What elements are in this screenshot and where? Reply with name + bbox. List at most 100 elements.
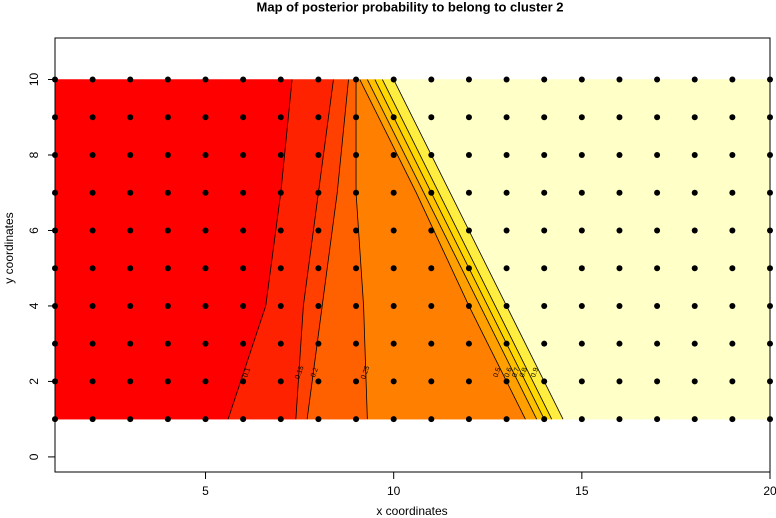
grid-point [277, 76, 284, 83]
grid-point [240, 189, 247, 196]
grid-point [541, 416, 548, 423]
contour-label: 0.7 [511, 367, 521, 379]
grid-point [89, 114, 96, 121]
contour-line [374, 79, 545, 420]
grid-point [164, 378, 171, 385]
grid-point [164, 114, 171, 121]
grid-point [503, 76, 510, 83]
grid-point [390, 378, 397, 385]
grid-point [578, 151, 585, 158]
x-axis-label: x coordinates [376, 504, 447, 518]
grid-point [428, 189, 435, 196]
grid-point [127, 416, 134, 423]
contour-label: 0.15 [294, 365, 305, 380]
grid-point [465, 151, 472, 158]
grid-point [654, 302, 661, 309]
grid-point [541, 265, 548, 272]
contour-label: 0.8 [519, 367, 529, 379]
grid-point [428, 76, 435, 83]
grid-point [127, 227, 134, 234]
grid-point [89, 302, 96, 309]
grid-point [202, 302, 209, 309]
grid-point [240, 378, 247, 385]
grid-point [127, 378, 134, 385]
contour-label: 0.5 [493, 367, 503, 379]
grid-point [428, 416, 435, 423]
contour-line [359, 79, 526, 420]
x-tick-label: 5 [202, 484, 209, 498]
grid-point [616, 416, 623, 423]
grid-point [654, 340, 661, 347]
grid-point [277, 302, 284, 309]
grid-point [465, 265, 472, 272]
grid-point [240, 340, 247, 347]
contour-label: 0.6 [504, 367, 514, 379]
grid-point [202, 416, 209, 423]
grid-point [353, 76, 360, 83]
grid-point [164, 416, 171, 423]
grid-point [578, 227, 585, 234]
x-tick-label: 10 [387, 484, 401, 498]
grid-point [654, 378, 661, 385]
y-tick-label: 0 [27, 453, 41, 460]
contour-line [366, 79, 538, 420]
grid-point [616, 378, 623, 385]
grid-point [164, 265, 171, 272]
grid-point [465, 416, 472, 423]
grid-point [691, 340, 698, 347]
grid-point [578, 302, 585, 309]
grid-point [164, 227, 171, 234]
grid-point [729, 340, 736, 347]
grid-point [729, 114, 736, 121]
grid-point [654, 265, 661, 272]
grid-point [691, 265, 698, 272]
grid-point [89, 227, 96, 234]
grid-point [465, 340, 472, 347]
grid-point [353, 416, 360, 423]
grid-point [240, 265, 247, 272]
grid-point [277, 114, 284, 121]
grid-point [315, 151, 322, 158]
grid-point [503, 265, 510, 272]
grid-point [240, 302, 247, 309]
grid-point [503, 114, 510, 121]
contour-label: 0.2 [310, 367, 320, 379]
grid-point [503, 302, 510, 309]
grid-point [390, 151, 397, 158]
grid-point [616, 114, 623, 121]
grid-point [353, 302, 360, 309]
contour-line [382, 79, 553, 420]
grid-point [390, 76, 397, 83]
grid-point [353, 227, 360, 234]
grid-point [465, 189, 472, 196]
grid-point [89, 265, 96, 272]
grid-point [578, 189, 585, 196]
grid-point [315, 340, 322, 347]
grid-point [616, 265, 623, 272]
grid-point [89, 151, 96, 158]
grid-point [578, 416, 585, 423]
grid-point [164, 302, 171, 309]
grid-point [353, 189, 360, 196]
grid-point [465, 378, 472, 385]
grid-point [240, 76, 247, 83]
grid-point [89, 76, 96, 83]
grid-point [503, 340, 510, 347]
grid-point [691, 416, 698, 423]
grid-point [89, 378, 96, 385]
y-tick-label: 6 [27, 227, 41, 234]
grid-point [503, 151, 510, 158]
grid-point [541, 340, 548, 347]
grid-point [503, 189, 510, 196]
grid-point [164, 151, 171, 158]
grid-point [503, 227, 510, 234]
grid-point [390, 114, 397, 121]
grid-point [240, 114, 247, 121]
grid-point [691, 151, 698, 158]
grid-point [127, 189, 134, 196]
grid-point [541, 189, 548, 196]
grid-point [89, 416, 96, 423]
grid-point [428, 265, 435, 272]
grid-point [578, 340, 585, 347]
grid-point [616, 189, 623, 196]
